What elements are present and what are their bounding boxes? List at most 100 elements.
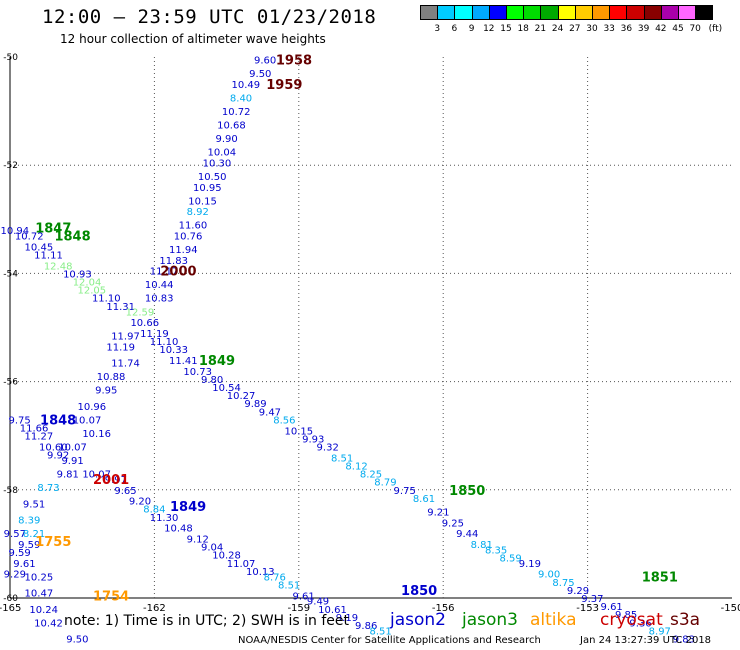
wave-height-value: 9.97 bbox=[105, 475, 127, 486]
wave-height-value: 11.60 bbox=[179, 221, 208, 232]
wave-height-value: 11.10 bbox=[150, 337, 179, 348]
wave-height-value: 9.29 bbox=[4, 570, 26, 581]
wave-height-value: 9.29 bbox=[567, 586, 589, 597]
wave-height-value: 8.56 bbox=[273, 415, 295, 426]
wave-height-value: 9.75 bbox=[394, 486, 416, 497]
wave-height-value: 9.81 bbox=[57, 470, 79, 481]
lat-tick-label: -54 bbox=[3, 269, 18, 279]
legend-label: 12 bbox=[483, 24, 495, 34]
wave-height-value: 9.36 bbox=[629, 618, 651, 629]
page-title: 12:00 – 23:59 UTC 01/23/2018 bbox=[42, 6, 377, 28]
wave-height-value: 10.73 bbox=[183, 367, 212, 378]
wave-height-value: 9.25 bbox=[442, 518, 464, 529]
wave-height-value: 9.20 bbox=[129, 497, 151, 508]
wave-height-value: 10.61 bbox=[318, 605, 347, 616]
legend-label: 6 bbox=[451, 24, 458, 34]
track-time-label: 1851 bbox=[642, 570, 678, 585]
wave-height-value: 11.27 bbox=[25, 432, 54, 443]
wave-height-value: 10.44 bbox=[145, 280, 174, 291]
wave-height-value: 9.61 bbox=[601, 602, 623, 613]
wave-height-value: 11.19 bbox=[140, 329, 169, 340]
wave-height-value: 9.12 bbox=[187, 534, 209, 545]
observation-layer: 9.609.5010.498.4010.7210.689.9010.0410.3… bbox=[0, 56, 695, 646]
wave-height-value: 12.04 bbox=[73, 278, 102, 289]
axis-labels: -165 -162 -159 -156 -153 -150 -50 -52 -54 -56 -58 -… bbox=[0, 53, 740, 614]
wave-height-value: 11.19 bbox=[106, 342, 135, 353]
legend-label: 36 bbox=[620, 24, 633, 34]
track-time-label: 2000 bbox=[160, 265, 196, 280]
wave-height-value: 9.95 bbox=[95, 386, 117, 397]
wave-height-value: 10.15 bbox=[284, 426, 313, 437]
wave-height-value: 9.00 bbox=[538, 570, 560, 581]
lat-tick-label: -60 bbox=[3, 594, 18, 604]
wave-height-value: 8.39 bbox=[18, 516, 40, 527]
satellite-label-altika: altika bbox=[530, 610, 577, 630]
wave-height-value: 10.45 bbox=[25, 242, 54, 253]
wave-height-value: 11.97 bbox=[111, 332, 140, 343]
wave-height-value: 10.68 bbox=[217, 121, 246, 132]
satellite-label-jason3: jason3 bbox=[462, 610, 518, 630]
wave-height-value: 11.74 bbox=[111, 359, 140, 370]
wave-height-value: 12.48 bbox=[44, 261, 73, 272]
legend-label: 42 bbox=[655, 24, 667, 34]
wave-height-value: 9.90 bbox=[215, 134, 237, 145]
lat-tick-label: -52 bbox=[3, 161, 18, 171]
wave-height-value: 10.07 bbox=[58, 443, 87, 454]
legend-label: 18 bbox=[517, 24, 529, 34]
wave-height-value: 10.83 bbox=[145, 294, 174, 305]
wave-height-value: 9.47 bbox=[259, 407, 281, 418]
wave-height-value: 8.92 bbox=[187, 207, 209, 218]
wave-height-value: 9.49 bbox=[307, 597, 329, 608]
wave-height-value: 9.86 bbox=[355, 621, 377, 632]
wave-height-value: 9.61 bbox=[13, 559, 35, 570]
wave-height-value: 10.04 bbox=[207, 148, 236, 159]
lon-tick-label: -165 bbox=[0, 603, 21, 614]
wave-height-value: 10.66 bbox=[130, 318, 159, 329]
page-subtitle: 12 hour collection of altimeter wave hei… bbox=[60, 32, 326, 46]
legend-label: 15 bbox=[500, 24, 512, 34]
wave-height-value: 10.88 bbox=[97, 372, 126, 383]
satellite-label-s3a: s3a bbox=[670, 610, 701, 630]
lon-tick-label: -156 bbox=[432, 603, 455, 614]
legend-label: 70 bbox=[689, 24, 701, 34]
wave-height-value: 10.49 bbox=[232, 80, 261, 91]
wave-height-value: 10.96 bbox=[78, 402, 107, 413]
track-time-label: 1849 bbox=[170, 500, 206, 515]
map-grid bbox=[9, 57, 732, 599]
satellite-label-jason2: jason2 bbox=[390, 610, 446, 630]
wave-height-value: 10.95 bbox=[193, 183, 222, 194]
wave-height-value: 11.94 bbox=[169, 245, 198, 256]
wave-height-value: 9.57 bbox=[4, 529, 26, 540]
wave-height-value: 10.42 bbox=[34, 618, 63, 629]
wave-height-value: 10.13 bbox=[246, 567, 275, 578]
wave-height-value: 11.17 bbox=[150, 267, 179, 278]
wave-height-value: 9.75 bbox=[8, 415, 30, 426]
wave-height-value: 10.28 bbox=[212, 551, 241, 562]
wave-height-value: 10.93 bbox=[63, 269, 92, 280]
track-time-label: 1755 bbox=[35, 535, 71, 550]
wave-height-value: 8.76 bbox=[264, 572, 286, 583]
wave-height-value: 9.80 bbox=[201, 375, 223, 386]
wave-height-value: 11.41 bbox=[169, 356, 198, 367]
track-time-label: 1849 bbox=[199, 354, 235, 369]
wave-height-value: 9.44 bbox=[456, 529, 478, 540]
wave-height-value: 9.32 bbox=[317, 443, 339, 454]
wave-height-value: 11.11 bbox=[34, 250, 63, 261]
wave-height-value: 11.10 bbox=[92, 294, 121, 305]
wave-height-value: 8.75 bbox=[552, 578, 574, 589]
wave-height-value: 10.30 bbox=[203, 158, 232, 169]
legend-label: 45 bbox=[672, 24, 684, 34]
wave-height-value: 8.61 bbox=[413, 494, 435, 505]
track-time-label: 1754 bbox=[93, 589, 129, 604]
wave-height-value: 9.59 bbox=[18, 540, 40, 551]
footer-note: note: 1) Time is in UTC; 2) SWH is in fe… bbox=[64, 613, 350, 629]
wave-height-value: 10.25 bbox=[25, 572, 54, 583]
wave-height-value: 8.25 bbox=[360, 470, 382, 481]
lat-tick-label: -58 bbox=[3, 486, 18, 496]
legend-label: 21 bbox=[534, 24, 547, 34]
legend-label: 39 bbox=[637, 24, 650, 34]
wave-height-value: 10.27 bbox=[227, 391, 256, 402]
wave-height-value: 9.92 bbox=[47, 451, 69, 462]
legend-unit: (ft) bbox=[708, 24, 723, 34]
